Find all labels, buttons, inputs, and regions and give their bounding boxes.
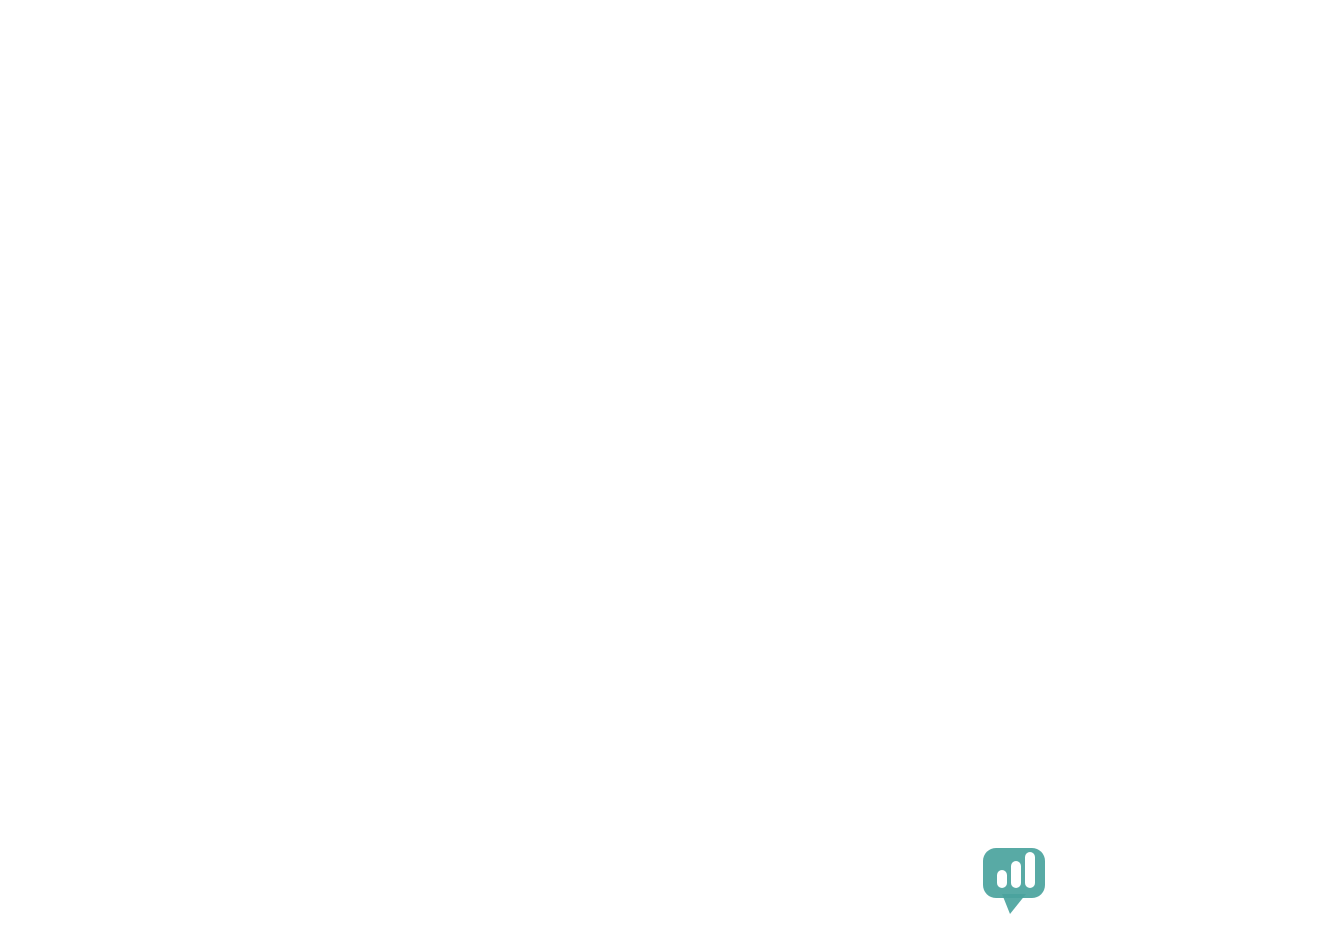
- newsworthy-pin-barchart-icon: [983, 848, 1045, 914]
